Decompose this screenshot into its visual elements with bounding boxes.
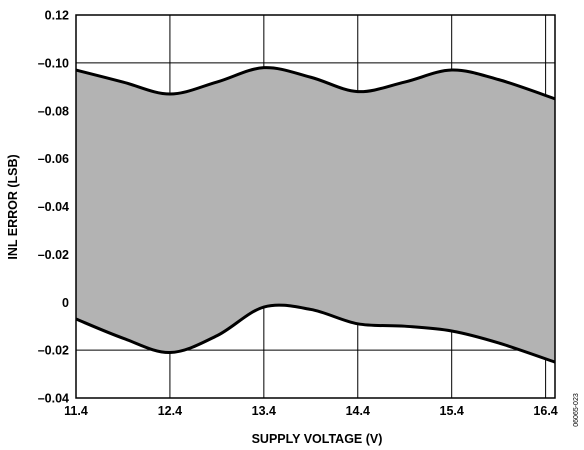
error-band-area: [76, 67, 555, 363]
x-tick-label: 12.4: [158, 404, 182, 418]
y-tick-labels: 0.12 –0.10 –0.08 –0.06 –0.04 –0.02 0 –0.02 –0.04: [38, 9, 69, 406]
x-tick-label: 16.4: [533, 404, 557, 418]
y-tick-label: –0.08: [38, 104, 69, 118]
y-tick-label: 0: [62, 296, 69, 310]
x-tick-labels: 11.4 12.4 13.4 14.4 15.4 16.4: [64, 404, 558, 418]
x-tick-label: 13.4: [252, 404, 276, 418]
x-tick-label: 11.4: [64, 404, 88, 418]
plot-frame: [75, 14, 556, 399]
upper-envelope-line: [75, 66, 556, 101]
y-tick-label: –0.04: [38, 392, 69, 406]
y-tick-label: 0.12: [45, 9, 69, 23]
y-tick-label: –0.02: [38, 344, 69, 358]
x-axis-title: SUPPLY VOLTAGE (V): [252, 432, 383, 446]
x-tick-label: 14.4: [346, 404, 370, 418]
y-axis-title: INL ERROR (LSB): [6, 154, 20, 259]
y-tick-label: –0.02: [38, 248, 69, 262]
y-tick-label: –0.10: [38, 56, 69, 70]
lower-envelope-line: [75, 303, 556, 364]
figure-id-label: 06065-023: [573, 393, 580, 427]
y-tick-label: –0.06: [38, 152, 69, 166]
x-tick-label: 15.4: [440, 404, 464, 418]
y-tick-label: –0.04: [38, 200, 69, 214]
